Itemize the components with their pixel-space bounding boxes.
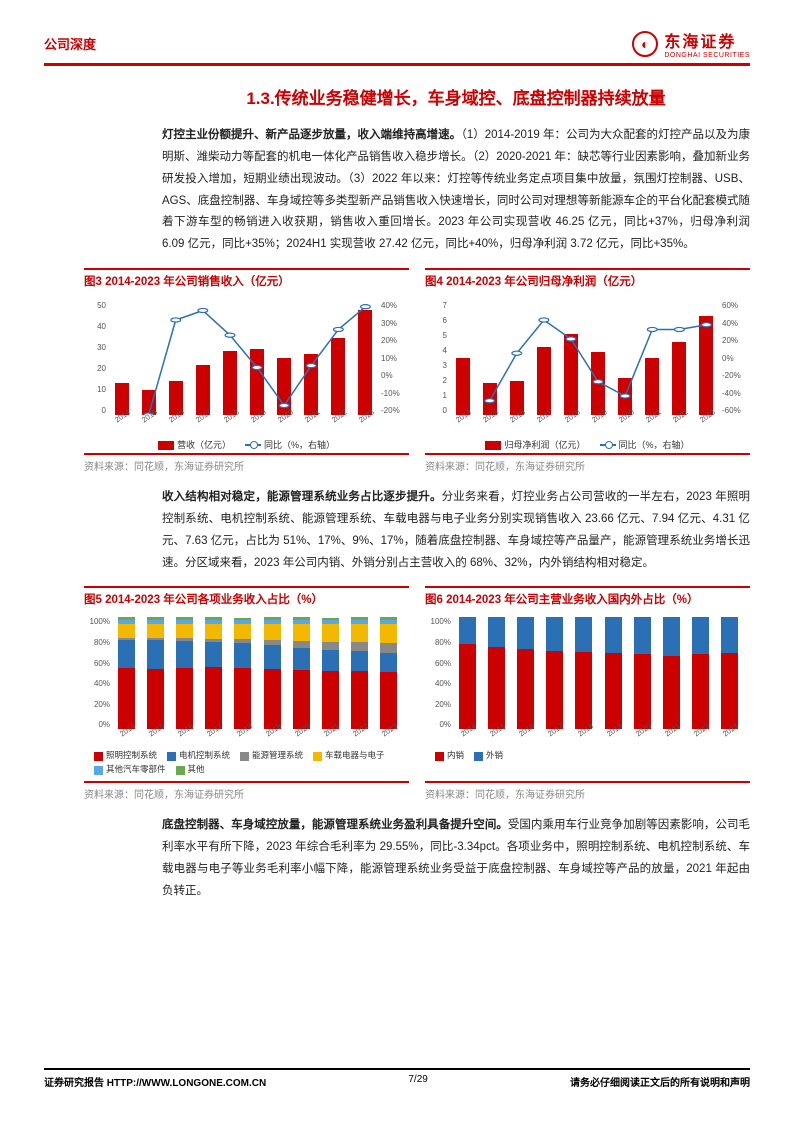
brand-logo-icon: ◐ bbox=[632, 31, 658, 57]
footer-left: 证券研究报告 HTTP://WWW.LONGONE.COM.CN bbox=[44, 1074, 266, 1089]
page-footer: 证券研究报告 HTTP://WWW.LONGONE.COM.CN 7/29 请务… bbox=[44, 1068, 750, 1089]
brand-en: DONGHAI SECURITIES bbox=[664, 52, 750, 59]
chart5-source: 资料来源：同花顺，东海证券研究所 bbox=[84, 781, 409, 801]
chart5-title: 图5 2014-2023 年公司各项业务收入占比（%） bbox=[84, 586, 409, 607]
header-left: 公司深度 bbox=[44, 34, 96, 53]
p1-rest: （1）2014-2019 年：公司为大众配套的灯控产品以及为康明斯、潍柴动力等配… bbox=[162, 129, 750, 250]
footer-right: 请务必仔细阅读正文后的所有说明和声明 bbox=[570, 1074, 750, 1089]
p2-lead: 收入结构相对稳定，能源管理系统业务占比逐步提升。 bbox=[162, 491, 442, 503]
brand-cn: 东海证券 bbox=[664, 28, 750, 52]
chart3-source: 资料来源：同花顺，东海证券研究所 bbox=[84, 453, 409, 473]
chart4-source: 资料来源：同花顺，东海证券研究所 bbox=[425, 453, 750, 473]
page-header: 公司深度 ◐ 东海证券 DONGHAI SECURITIES bbox=[44, 28, 750, 66]
chart3-title: 图3 2014-2023 年公司销售收入（亿元） bbox=[84, 268, 409, 289]
footer-page: 7/29 bbox=[408, 1074, 427, 1089]
paragraph-3: 底盘控制器、车身域控放量，能源管理系统业务盈利具备提升空间。受国内乘用车行业竞争… bbox=[162, 815, 750, 902]
p1-lead: 灯控主业份额提升、新产品逐步放量，收入端维持高增速。 bbox=[162, 129, 461, 141]
chart5: 图5 2014-2023 年公司各项业务收入占比（%） 100%80%60%40… bbox=[84, 586, 409, 801]
p3-lead: 底盘控制器、车身域控放量，能源管理系统业务盈利具备提升空间。 bbox=[162, 819, 508, 831]
chart6: 图6 2014-2023 年公司主营业务收入国内外占比（%） 100%80%60… bbox=[425, 586, 750, 801]
paragraph-2: 收入结构相对稳定，能源管理系统业务占比逐步提升。分业务来看，灯控业务占公司营收的… bbox=[162, 487, 750, 574]
chart3: 图3 2014-2023 年公司销售收入（亿元） 5040302010040%3… bbox=[84, 268, 409, 473]
chart4-title: 图4 2014-2023 年公司归母净利润（亿元） bbox=[425, 268, 750, 289]
chart6-title: 图6 2014-2023 年公司主营业务收入国内外占比（%） bbox=[425, 586, 750, 607]
paragraph-1: 灯控主业份额提升、新产品逐步放量，收入端维持高增速。（1）2014-2019 年… bbox=[162, 125, 750, 256]
chart6-source: 资料来源：同花顺，东海证券研究所 bbox=[425, 781, 750, 801]
section-title: 1.3.传统业务稳健增长，车身域控、底盘控制器持续放量 bbox=[162, 84, 750, 109]
chart4: 图4 2014-2023 年公司归母净利润（亿元） 7654321060%40%… bbox=[425, 268, 750, 473]
header-brand: ◐ 东海证券 DONGHAI SECURITIES bbox=[632, 28, 750, 59]
